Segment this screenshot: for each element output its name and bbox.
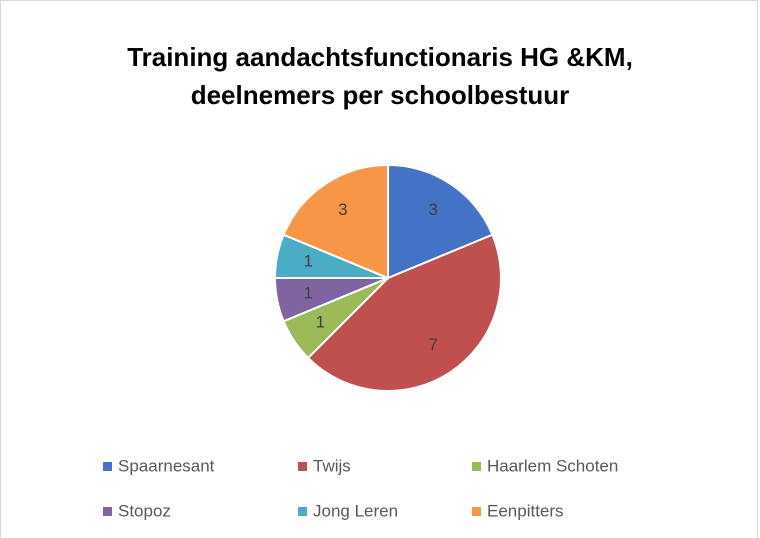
legend-label: Eenpitters (487, 501, 564, 520)
legend-label: Stopoz (118, 501, 171, 520)
legend-swatch (472, 462, 481, 471)
legend-swatch (472, 507, 481, 516)
legend-swatch (103, 462, 112, 471)
legend-label: Jong Leren (313, 501, 398, 520)
pie-slice (282, 163, 389, 280)
pie-slice (306, 233, 502, 392)
data-label: 3 (428, 200, 437, 219)
data-label: 1 (303, 283, 312, 302)
legend-label: Haarlem Schoten (487, 456, 618, 475)
pie-slice (387, 163, 494, 280)
data-label: 7 (428, 335, 437, 354)
legend-swatch (298, 507, 307, 516)
legend-swatch (298, 462, 307, 471)
data-label: 1 (303, 252, 312, 271)
data-label: 3 (338, 200, 347, 219)
legend-label: Twijs (313, 456, 351, 475)
chart-title: Training aandachtsfunctionaris HG &KM, d… (127, 42, 633, 110)
legend-label: Spaarnesant (118, 456, 215, 475)
data-label: 1 (316, 313, 325, 332)
legend-swatch (103, 507, 112, 516)
